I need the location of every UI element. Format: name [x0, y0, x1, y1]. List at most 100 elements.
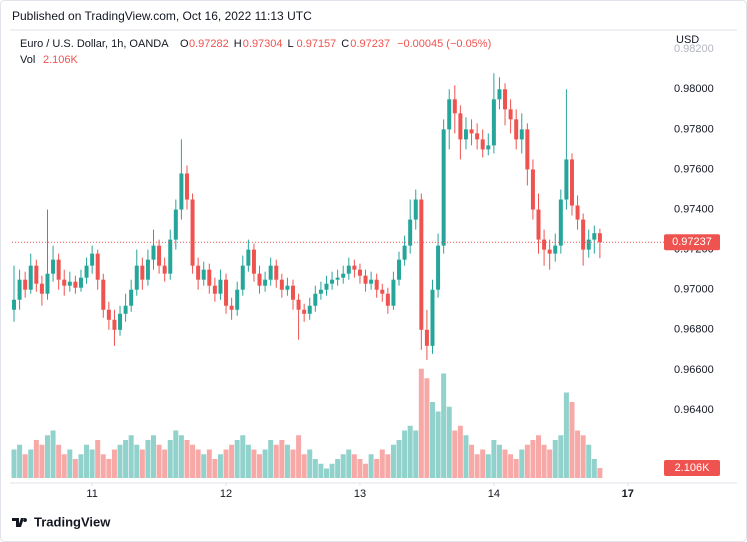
volume-bar — [485, 454, 491, 478]
volume-bar — [95, 440, 101, 478]
volume-bar — [524, 444, 530, 478]
candle-body — [101, 279, 106, 310]
candle-body — [196, 265, 201, 280]
volume-bar — [111, 449, 117, 478]
volume-bar — [536, 435, 542, 478]
candle-body — [12, 299, 17, 310]
candle-body — [246, 249, 251, 266]
candle-body — [430, 289, 435, 346]
volume-bar — [541, 444, 547, 478]
volume-bar — [591, 459, 597, 478]
candle-body — [558, 199, 563, 246]
candle-body — [397, 259, 402, 280]
volume-bar — [385, 454, 391, 478]
x-tick-label: 17 — [622, 488, 634, 500]
candle-body — [279, 279, 284, 290]
candle-body — [452, 99, 457, 114]
candle-body — [251, 249, 256, 274]
volume-bar — [201, 454, 207, 478]
volume-bar — [123, 440, 129, 478]
candle-body — [581, 219, 586, 250]
candle-body — [45, 273, 50, 294]
candle-body — [168, 239, 173, 274]
candle-body — [363, 275, 368, 284]
volume-bar — [580, 435, 586, 478]
candle-body — [542, 239, 547, 250]
y-tick-label: 0.97800 — [674, 123, 714, 135]
volume-bar — [346, 449, 352, 478]
volume-bar — [351, 454, 357, 478]
candle-body — [184, 173, 189, 200]
candle-body — [90, 253, 95, 266]
candle-body — [51, 259, 56, 274]
candle-body — [341, 273, 346, 278]
footer-logo: TradingView — [12, 514, 111, 529]
last-price-tag — [664, 234, 720, 251]
volume-bar — [173, 430, 179, 478]
y-tick-label: 0.98000 — [674, 83, 714, 95]
volume-bar — [67, 449, 73, 478]
candle-body — [95, 253, 100, 280]
volume-bar — [139, 449, 145, 478]
volume-bar — [323, 468, 329, 478]
volume-bar — [547, 449, 553, 478]
candle-body — [553, 245, 558, 254]
candle-body — [78, 277, 83, 288]
candle-body — [162, 265, 167, 274]
volume-bar — [452, 430, 458, 478]
candle-body — [525, 129, 530, 170]
legend-value: 0.97304 — [243, 38, 283, 50]
volume-bar — [597, 467, 603, 478]
candle-body — [564, 159, 569, 200]
y-tick-label: 0.97400 — [674, 203, 714, 215]
candle-body — [313, 293, 318, 306]
volume-bar — [17, 444, 23, 478]
volume-value: 2.106K — [43, 54, 79, 66]
volume-bar — [217, 454, 223, 478]
legend-change: −0.00045 (−0.05%) — [397, 38, 491, 50]
candle-body — [536, 209, 541, 240]
volume-bar — [402, 430, 408, 478]
volume-bar — [575, 430, 581, 478]
volume-bar — [44, 435, 50, 478]
candle-body — [285, 285, 290, 290]
candle-body — [207, 269, 212, 286]
candle-body — [369, 279, 374, 284]
volume-bar — [184, 440, 190, 478]
candle-body — [352, 265, 357, 270]
candle-body — [28, 265, 33, 290]
volume-bar — [457, 425, 463, 478]
candle-body — [73, 281, 78, 288]
volume-bar — [363, 463, 369, 478]
volume-bar — [502, 449, 508, 478]
candle-body — [458, 113, 463, 140]
published-note: Published on TradingView.com, Oct 16, 20… — [12, 9, 312, 23]
volume-bar — [128, 435, 134, 478]
volume-bar — [301, 454, 307, 478]
volume-bar — [257, 454, 263, 478]
legend-value: 0.97157 — [297, 38, 337, 50]
candle-body — [436, 245, 441, 290]
volume-bar — [413, 430, 419, 478]
ohlc-legend: O 0.97282 H 0.97304 L 0.97157 C 0.97237 −0.00045… — [180, 38, 491, 50]
volume-bar — [240, 435, 246, 478]
volume-bar — [178, 435, 184, 478]
legend-key: H — [234, 38, 242, 50]
volume-bar — [89, 449, 95, 478]
candle-body — [212, 285, 217, 294]
legend-value: 0.97237 — [350, 38, 390, 50]
volume-bar — [78, 454, 84, 478]
candle-body — [235, 289, 240, 310]
volume-bar — [284, 444, 290, 478]
volume-bar — [530, 440, 536, 478]
candle-body — [318, 289, 323, 294]
volume-bar — [223, 449, 229, 478]
candle-body — [62, 279, 67, 286]
candle-body — [84, 265, 89, 278]
candle-body — [134, 265, 139, 290]
candle-body — [424, 329, 429, 346]
volume-bar — [134, 444, 140, 478]
volume-bar — [279, 440, 285, 478]
volume-bar — [508, 454, 514, 478]
candle-body — [575, 205, 580, 220]
